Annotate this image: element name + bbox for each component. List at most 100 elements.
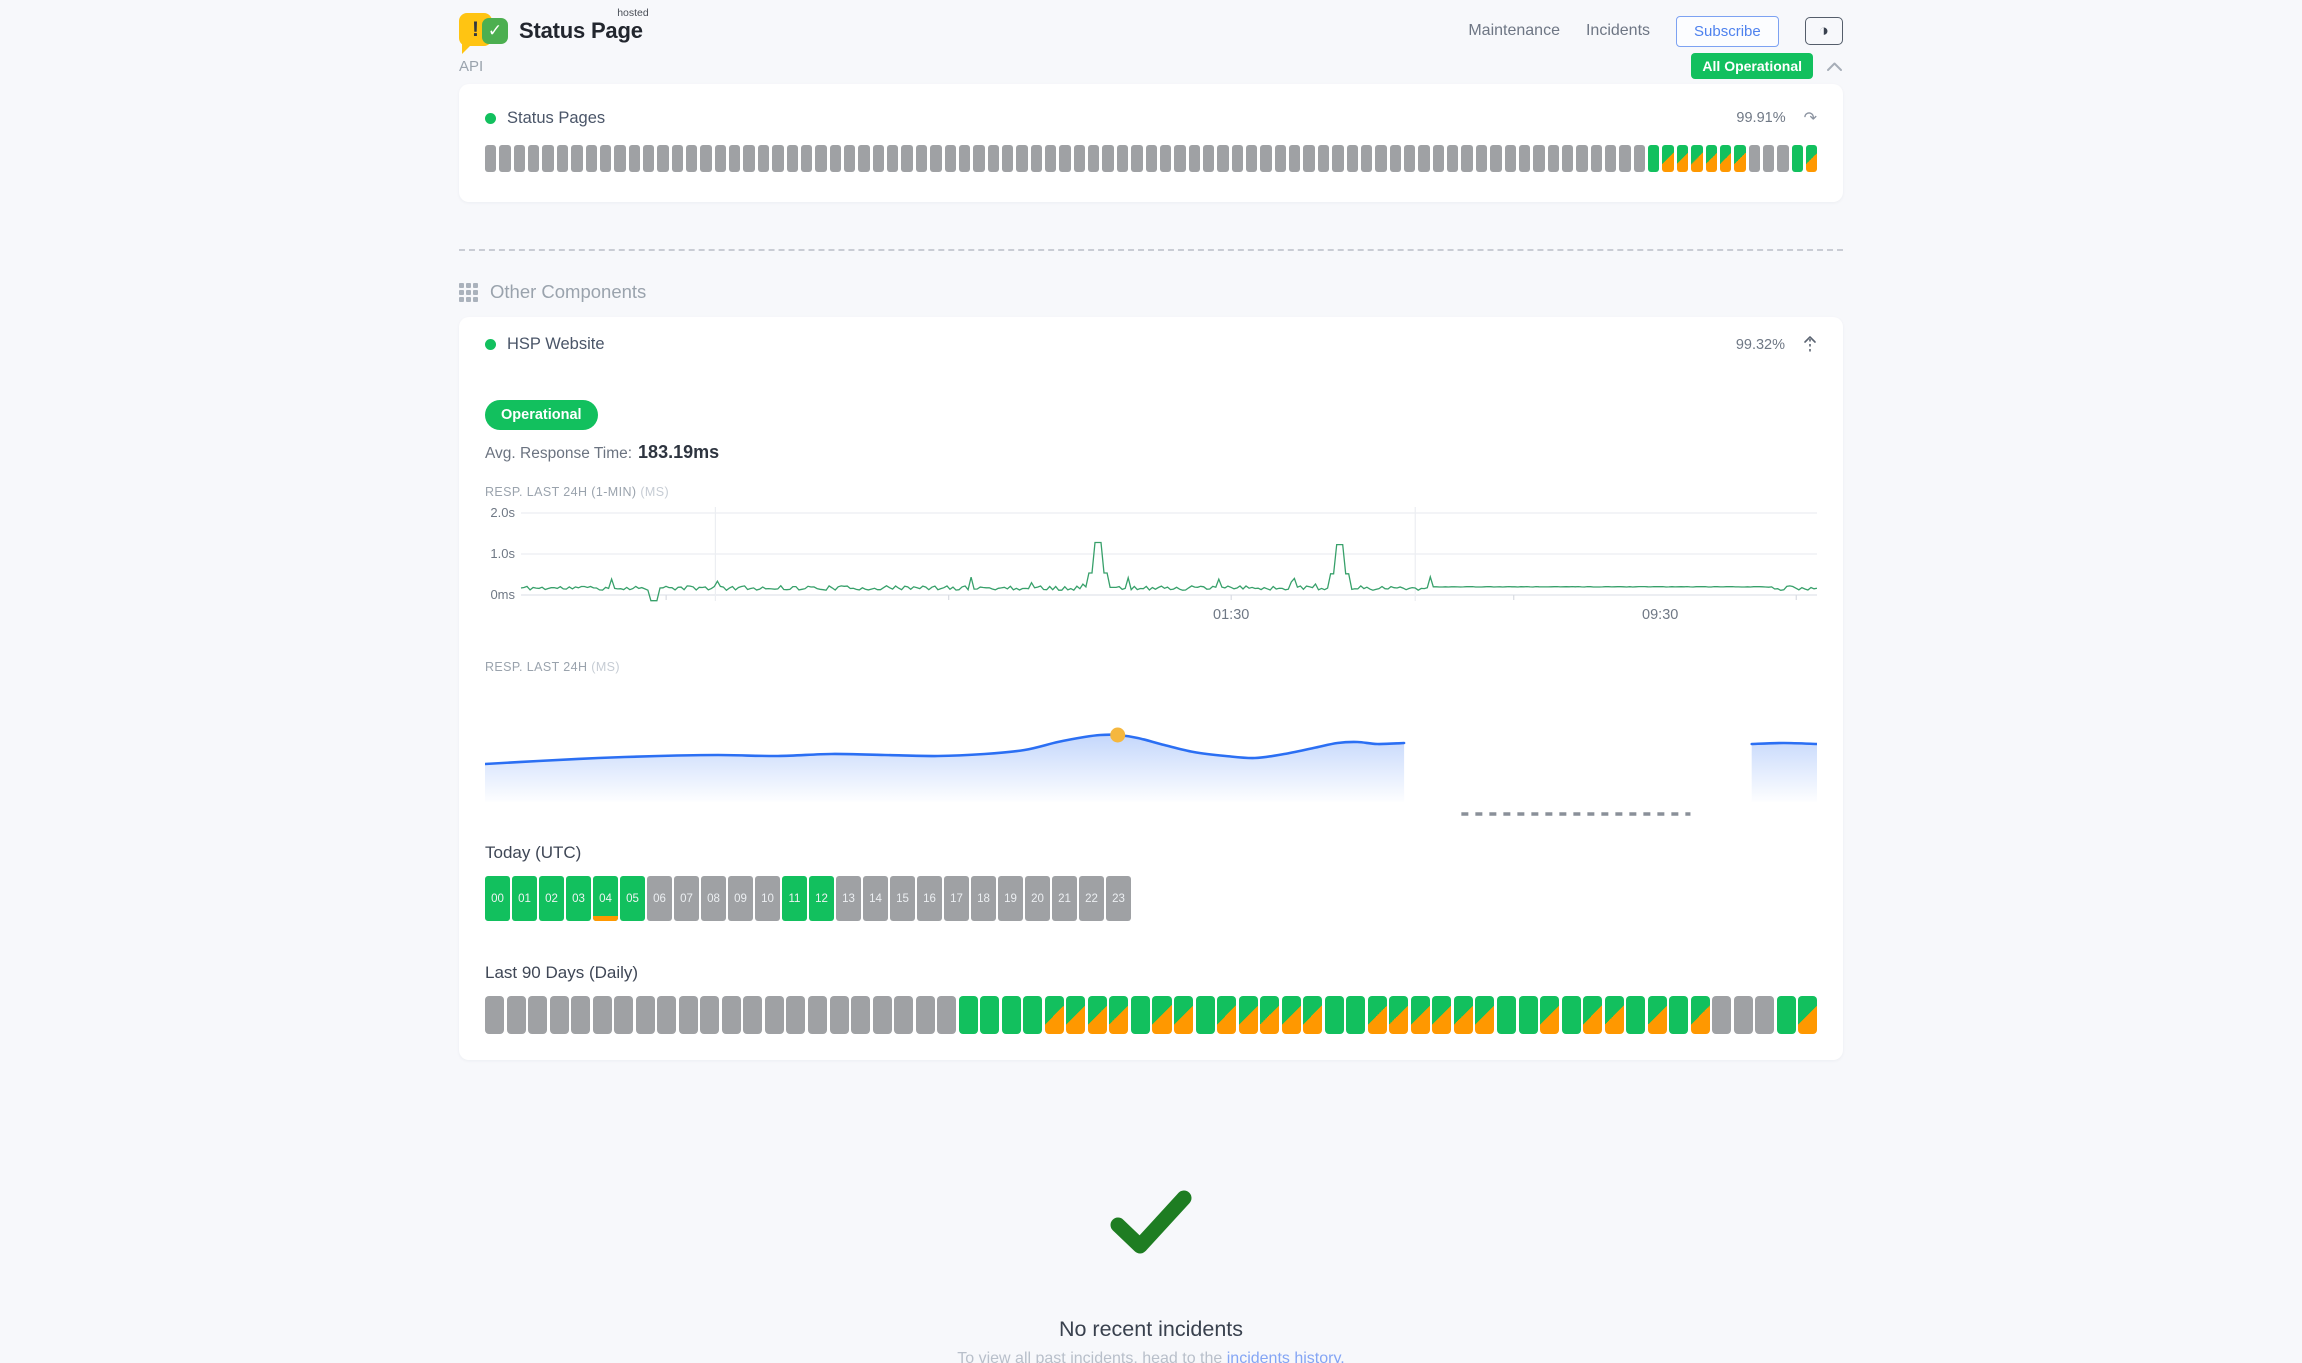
- hour-box[interactable]: 07: [674, 876, 699, 921]
- uptime-segment[interactable]: [599, 145, 612, 172]
- uptime-segment[interactable]: [585, 145, 597, 172]
- hour-box[interactable]: 23: [1106, 876, 1131, 921]
- daily-uptime-segment[interactable]: [1798, 996, 1818, 1034]
- uptime-segment[interactable]: [1734, 145, 1746, 172]
- today-hours-strip[interactable]: 00 01 02 03 04 05 06 07 08 09 10 11 12 13 14 15 16 17 18 19…: [485, 876, 1817, 921]
- uptime-segment[interactable]: [671, 145, 684, 172]
- uptime-segment[interactable]: [1447, 145, 1459, 172]
- daily-uptime-segment[interactable]: [1475, 996, 1495, 1034]
- uptime-segment[interactable]: [1605, 145, 1617, 172]
- daily-uptime-bar-strip[interactable]: [485, 996, 1818, 1034]
- uptime-segment[interactable]: [1533, 145, 1545, 172]
- hour-box[interactable]: 11: [782, 876, 807, 921]
- uptime-segment[interactable]: [657, 145, 669, 172]
- hour-box[interactable]: 08: [701, 876, 726, 921]
- daily-uptime-segment[interactable]: [894, 996, 914, 1034]
- daily-uptime-segment[interactable]: [1583, 996, 1603, 1034]
- refresh-icon[interactable]: ↷: [1803, 110, 1817, 127]
- uptime-segment[interactable]: [1001, 145, 1014, 172]
- hour-box[interactable]: 17: [944, 876, 969, 921]
- uptime-segment[interactable]: [1691, 145, 1703, 172]
- daily-uptime-segment[interactable]: [1324, 996, 1344, 1034]
- uptime-segment[interactable]: [1619, 145, 1631, 172]
- daily-uptime-segment[interactable]: [743, 996, 763, 1034]
- uptime-segment[interactable]: [1346, 145, 1358, 172]
- daily-uptime-segment[interactable]: [1540, 996, 1560, 1034]
- daily-uptime-segment[interactable]: [485, 996, 505, 1034]
- uptime-segment[interactable]: [1662, 145, 1674, 172]
- daily-uptime-segment[interactable]: [506, 996, 526, 1034]
- uptime-segment[interactable]: [700, 145, 712, 172]
- hour-box[interactable]: 14: [863, 876, 888, 921]
- response-time-24h-chart[interactable]: [483, 682, 1819, 835]
- uptime-segment[interactable]: [1547, 145, 1559, 172]
- uptime-segment[interactable]: [887, 145, 899, 172]
- daily-uptime-segment[interactable]: [1238, 996, 1258, 1034]
- daily-uptime-segment[interactable]: [1604, 996, 1624, 1034]
- uptime-segment[interactable]: [815, 145, 827, 172]
- uptime-segment[interactable]: [542, 145, 554, 172]
- uptime-bar-strip[interactable]: [485, 145, 1818, 172]
- daily-uptime-segment[interactable]: [1217, 996, 1237, 1034]
- hour-box[interactable]: 13: [836, 876, 861, 921]
- daily-uptime-segment[interactable]: [549, 996, 569, 1034]
- uptime-segment[interactable]: [1246, 145, 1258, 172]
- uptime-segment[interactable]: [1590, 145, 1603, 172]
- uptime-segment[interactable]: [1030, 145, 1043, 172]
- uptime-segment[interactable]: [1791, 145, 1804, 172]
- uptime-segment[interactable]: [1777, 145, 1789, 172]
- daily-uptime-segment[interactable]: [1281, 996, 1301, 1034]
- daily-uptime-segment[interactable]: [1346, 996, 1366, 1034]
- uptime-segment[interactable]: [1475, 145, 1488, 172]
- uptime-segment[interactable]: [1432, 145, 1445, 172]
- nav-incidents[interactable]: Incidents: [1585, 22, 1651, 39]
- hour-box[interactable]: 04: [593, 876, 618, 921]
- daily-uptime-segment[interactable]: [1733, 996, 1753, 1034]
- uptime-segment[interactable]: [1102, 145, 1114, 172]
- hour-box[interactable]: 18: [971, 876, 996, 921]
- uptime-segment[interactable]: [901, 145, 913, 172]
- daily-uptime-segment[interactable]: [571, 996, 591, 1034]
- daily-uptime-segment[interactable]: [721, 996, 741, 1034]
- uptime-segment[interactable]: [1504, 145, 1516, 172]
- daily-uptime-segment[interactable]: [1001, 996, 1021, 1034]
- uptime-segment[interactable]: [1762, 145, 1775, 172]
- uptime-segment[interactable]: [642, 145, 655, 172]
- daily-uptime-segment[interactable]: [1712, 996, 1732, 1034]
- daily-uptime-segment[interactable]: [1626, 996, 1646, 1034]
- uptime-segment[interactable]: [1576, 145, 1588, 172]
- uptime-segment[interactable]: [1231, 145, 1244, 172]
- daily-uptime-segment[interactable]: [1260, 996, 1280, 1034]
- uptime-segment[interactable]: [686, 145, 698, 172]
- uptime-segment[interactable]: [1016, 145, 1028, 172]
- uptime-segment[interactable]: [1633, 145, 1646, 172]
- incidents-history-link[interactable]: incidents history.: [1226, 1350, 1345, 1363]
- daily-uptime-segment[interactable]: [1367, 996, 1387, 1034]
- daily-uptime-segment[interactable]: [764, 996, 784, 1034]
- uptime-segment[interactable]: [1317, 145, 1330, 172]
- hour-box[interactable]: 02: [539, 876, 564, 921]
- uptime-segment[interactable]: [1303, 145, 1315, 172]
- hour-box[interactable]: 21: [1052, 876, 1077, 921]
- daily-uptime-segment[interactable]: [1087, 996, 1107, 1034]
- daily-uptime-segment[interactable]: [1303, 996, 1323, 1034]
- hour-box[interactable]: 01: [512, 876, 537, 921]
- daily-uptime-segment[interactable]: [528, 996, 548, 1034]
- daily-uptime-segment[interactable]: [872, 996, 892, 1034]
- daily-uptime-segment[interactable]: [807, 996, 827, 1034]
- daily-uptime-segment[interactable]: [1044, 996, 1064, 1034]
- daily-uptime-segment[interactable]: [635, 996, 655, 1034]
- daily-uptime-segment[interactable]: [657, 996, 677, 1034]
- response-time-1min-chart[interactable]: 2.0s 1.0s 0ms 01:30 09:30: [485, 505, 1818, 630]
- daily-uptime-segment[interactable]: [1389, 996, 1409, 1034]
- collapse-section-button[interactable]: [1826, 61, 1843, 72]
- uptime-segment[interactable]: [729, 145, 741, 172]
- daily-uptime-segment[interactable]: [1432, 996, 1452, 1034]
- uptime-segment[interactable]: [743, 145, 755, 172]
- daily-uptime-segment[interactable]: [958, 996, 978, 1034]
- uptime-segment[interactable]: [757, 145, 770, 172]
- uptime-segment[interactable]: [1131, 145, 1143, 172]
- daily-uptime-segment[interactable]: [1647, 996, 1667, 1034]
- daily-uptime-segment[interactable]: [786, 996, 806, 1034]
- uptime-segment[interactable]: [973, 145, 985, 172]
